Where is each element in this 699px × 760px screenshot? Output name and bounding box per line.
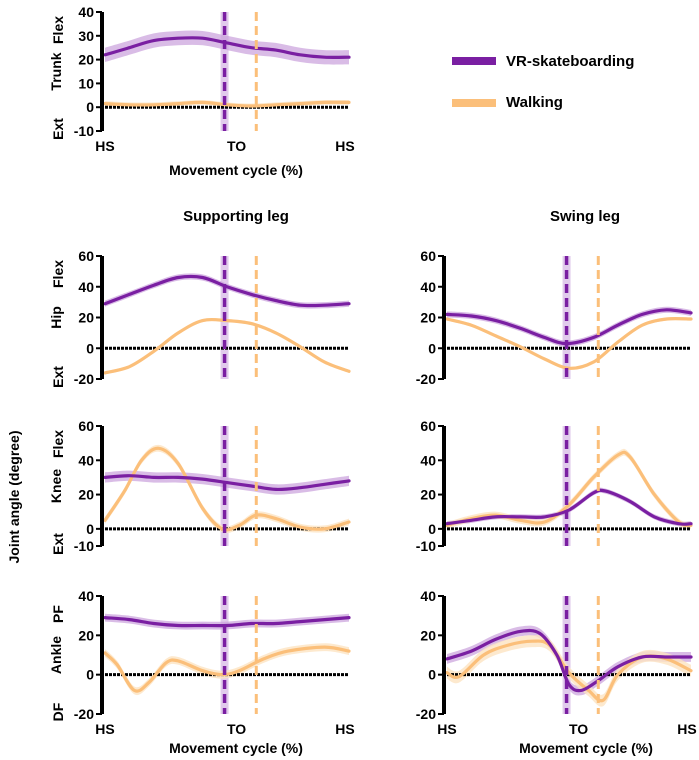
legend: VR-skateboarding Walking [452,53,634,111]
hip-swing-walking-line [445,316,693,370]
ankle-support-walking-line [103,645,351,693]
knee-swing-y-tick-label: 60 [420,418,436,434]
trunk-y-tick-label: -10 [74,123,94,139]
trunk-joint-label: Trunk [48,52,64,90]
legend-walk-swatch [452,99,496,107]
hip-swing-y-tick-label: 0 [428,340,436,356]
trunk-bottom-direction-label: Ext [50,118,66,140]
trunk-y-tick-label: 10 [78,75,94,91]
ankle-swing-y-tick-label: 0 [428,667,436,683]
knee-swing-y-tick-label: 0 [428,521,436,537]
trunk-x-tick-label: HS [95,138,114,154]
ankle-swing-vr-line [445,628,693,693]
trunk-x-tick-label: HS [335,138,354,154]
ankle-support-x-tick-label: HS [95,721,114,737]
hip-swing-vr-band [447,306,691,347]
trunk-x-axis-label: Movement cycle (%) [169,162,303,178]
panel-trunk: -10 0 10 20 30 40 Trunk Flex Ext HS TO HS [48,4,355,154]
knee-swing-vr-line [445,488,693,526]
hip-support-joint-label: Hip [48,306,64,329]
hip-support-y-tick-label: 60 [78,248,94,264]
trunk-vr-line [103,36,351,59]
ankle-swing-y-tick-label: -20 [416,706,436,722]
hip-swing-y-tick-label: 60 [420,248,436,264]
ankle-support-x-tick-label: TO [227,721,246,737]
hip-support-y-tick-label: 20 [78,310,94,326]
ankle-swing-x-tick-label: HS [677,721,696,737]
hip-support-bottom-direction-label: Ext [50,366,66,388]
knee-support-y-tick-label: 60 [78,418,94,434]
trunk-y-tick-label: 0 [86,99,94,115]
knee-support-walking-line [103,446,351,532]
panel-hip-support: -20 0 20 40 60 Hip Flex Ext [48,248,351,388]
swing-leg-header: Swing leg [550,208,620,225]
knee-support-joint-label: Knee [48,469,64,503]
ankle-swing-x-tick-label: TO [569,721,588,737]
ankle-swing-x-tick-label: HS [437,721,456,737]
hip-support-y-tick-label: -20 [74,371,94,387]
trunk-x-tick-label: TO [227,138,246,154]
hip-support-walking-line [103,317,351,375]
panel-knee-support: -100 20 40 60 Knee Flex Ext [48,418,351,555]
ankle-swing-y-tick-label: 40 [420,588,436,604]
knee-swing-y-tick-label: -10 [416,538,436,554]
trunk-walking-line [103,100,351,108]
joint-angle-axis-label: Joint angle (degree) [6,430,22,563]
ankle-support-y-tick-label: 20 [78,627,94,643]
hip-support-top-direction-label: Flex [50,260,66,288]
trunk-y-tick-label: 40 [78,4,94,20]
knee-swing-walking-line [445,450,693,528]
knee-support-y-tick-label: -10 [74,538,94,554]
ankle-support-y-tick-label: 40 [78,588,94,604]
legend-walk-label: Walking [506,94,563,111]
panel-knee-swing: -100 20 40 60 [416,418,693,554]
hip-swing-y-tick-label: -20 [416,371,436,387]
panel-ankle-support: -20 0 20 40 Ankle PF DF HS TO HS [48,588,355,737]
hip-support-vr-line [103,274,351,308]
legend-vr-swatch [452,57,496,65]
hip-support-y-tick-label: 0 [86,340,94,356]
hip-swing-y-tick-label: 20 [420,310,436,326]
supporting-leg-header: Supporting leg [183,208,289,225]
knee-support-top-direction-label: Flex [50,430,66,458]
ankle-support-y-tick-label: 0 [86,667,94,683]
support-x-axis-label: Movement cycle (%) [169,740,303,756]
ankle-support-x-tick-label: HS [335,721,354,737]
knee-support-y-tick-label: 20 [78,487,94,503]
knee-support-vr-line [103,474,351,492]
trunk-y-tick-label: 30 [78,28,94,44]
trunk-y-tick-label: 20 [78,52,94,68]
ankle-support-vr-line [103,616,351,628]
knee-swing-y-tick-label: 20 [420,487,436,503]
ankle-support-y-tick-label: -20 [74,706,94,722]
knee-support-y-tick-label: 40 [78,452,94,468]
legend-vr-label: VR-skateboarding [506,53,634,70]
knee-support-y-tick-label: 0 [86,521,94,537]
panel-hip-swing: -20 0 20 40 60 [416,248,693,387]
knee-swing-y-tick-label: 40 [420,452,436,468]
ankle-swing-y-tick-label: 20 [420,627,436,643]
trunk-top-direction-label: Flex [50,16,66,44]
ankle-support-bottom-direction-label: DF [50,702,66,721]
hip-support-y-tick-label: 40 [78,279,94,295]
knee-support-bottom-direction-label: Ext [50,533,66,555]
panel-ankle-swing: -20 0 20 40 HS TO HS [416,588,697,737]
ankle-support-joint-label: Ankle [48,636,64,674]
swing-x-axis-label: Movement cycle (%) [519,740,653,756]
ankle-support-top-direction-label: PF [50,605,66,623]
hip-swing-y-tick-label: 40 [420,279,436,295]
